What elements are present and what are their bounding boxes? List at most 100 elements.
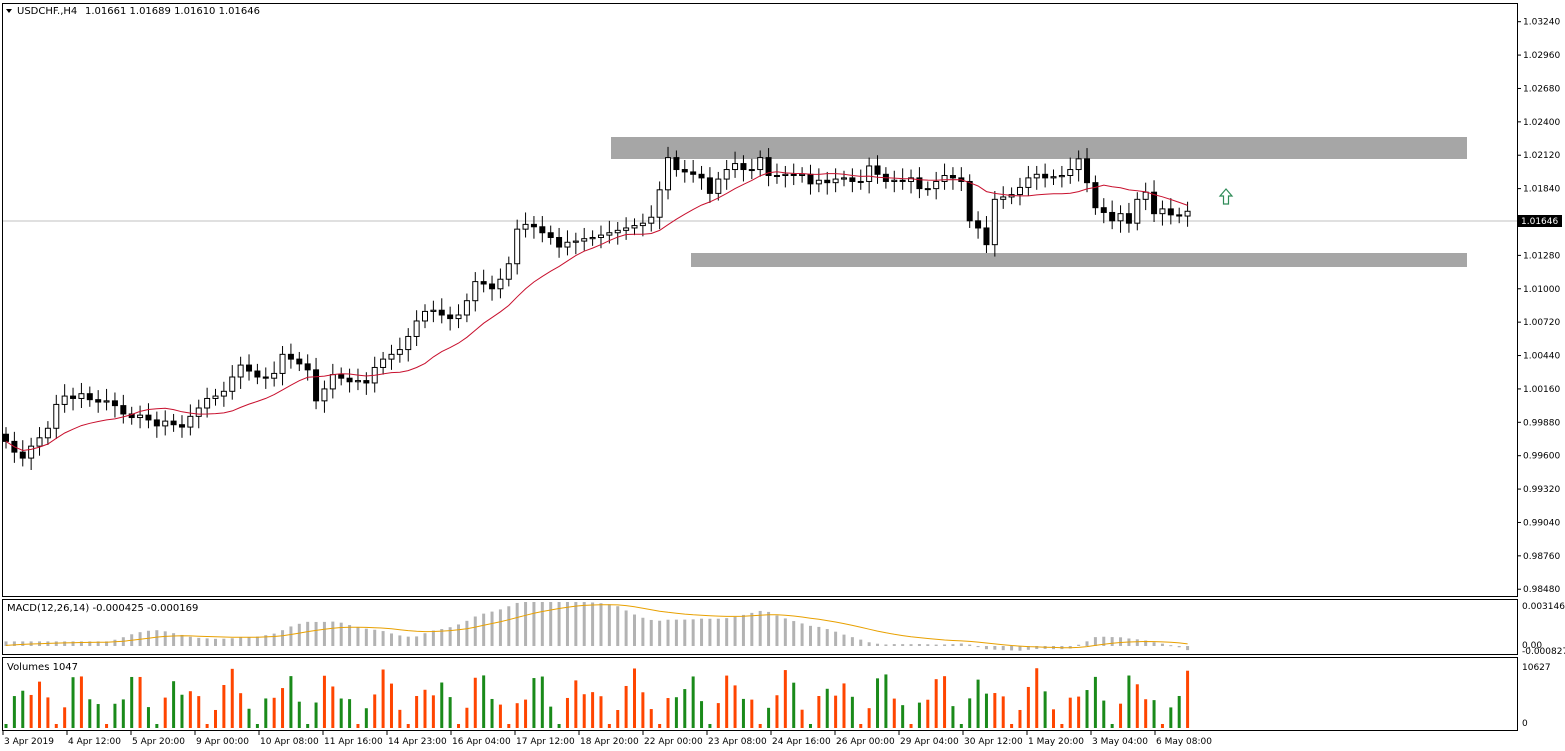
price-axis: 1.03240 1.02960 1.02680 1.02400 1.02120 1.018… (1517, 18, 1560, 595)
volume-scale-zero: 0 (1522, 719, 1528, 729)
volume-bar (121, 699, 125, 728)
time-tick-label: 9 Apr 00:00 (196, 737, 249, 747)
volume-bar (130, 676, 134, 728)
macd-scale-bottom: -0.000827 (1522, 647, 1565, 657)
macd-bar (607, 604, 611, 646)
candle (631, 218, 638, 236)
candle (1117, 205, 1124, 233)
volume-bar (188, 691, 192, 728)
volume-scale-top: 10627 (1522, 663, 1551, 673)
volume-bar (423, 689, 427, 728)
candle (447, 306, 454, 331)
macd-bar (264, 635, 268, 646)
macd-bar (398, 635, 402, 646)
volume-bar (314, 702, 318, 728)
candle (748, 158, 755, 180)
volume-bar (255, 724, 259, 728)
macd-bar (800, 623, 804, 646)
candle (514, 219, 521, 275)
macd-bar (498, 609, 502, 646)
volume-bar (934, 679, 938, 728)
candle (614, 222, 621, 245)
volume-bar (674, 697, 678, 728)
macd-bar (775, 615, 779, 646)
macd-bar (1085, 641, 1089, 646)
volume-bar (700, 701, 704, 728)
candle (606, 220, 613, 244)
candle (212, 388, 219, 406)
price-tick-label: 1.03240 (1523, 18, 1560, 28)
candle (313, 357, 320, 410)
volume-bar (540, 676, 544, 728)
candle (405, 328, 412, 362)
macd-bar (1068, 646, 1072, 649)
volume-bar (398, 709, 402, 728)
volume-bar (741, 698, 745, 728)
macd-bar (255, 636, 259, 646)
time-tick-label: 10 Apr 08:00 (260, 737, 319, 747)
macd-bar (1119, 637, 1123, 646)
candle (103, 388, 110, 411)
volume-bar (683, 689, 687, 728)
macd-bar (197, 637, 201, 646)
volume-bar (46, 697, 50, 728)
volume-bar (1186, 670, 1190, 728)
macd-bar (658, 620, 662, 646)
candle (916, 167, 923, 199)
time-tick-label: 14 Apr 23:00 (388, 737, 447, 747)
volume-bar (599, 696, 603, 728)
macd-bar (490, 611, 494, 646)
macd-bar (322, 621, 326, 646)
candle (623, 217, 630, 240)
volumes-label: Volumes 1047 (7, 662, 78, 673)
volume-bar (1085, 690, 1089, 728)
volume-bar (917, 702, 921, 728)
macd-bar (616, 606, 620, 646)
candle (1142, 182, 1149, 211)
macd-bar (708, 618, 712, 646)
candle (949, 167, 956, 190)
volume-bar (783, 670, 787, 728)
volume-bar (465, 707, 469, 728)
candle (304, 354, 311, 381)
dropdown-icon[interactable] (6, 9, 12, 13)
macd-bar (884, 644, 888, 646)
volume-bar (239, 693, 243, 728)
candle (472, 272, 479, 312)
volume-bar (616, 709, 620, 728)
candle (832, 168, 839, 193)
macd-bar (1010, 646, 1014, 651)
price-tick-label: 1.01840 (1523, 185, 1560, 195)
macd-bar (272, 633, 276, 646)
volume-bar (959, 724, 963, 728)
volume-bar (4, 724, 8, 728)
macd-bar (641, 617, 645, 646)
macd-bar (1026, 646, 1030, 650)
candle (908, 169, 915, 194)
volume-bar (247, 708, 251, 728)
macd-bar (666, 619, 670, 646)
macd-bar (247, 637, 251, 646)
macd-bar (901, 644, 905, 646)
macd-bar (281, 630, 285, 646)
candle (933, 171, 940, 200)
macd-bar (113, 639, 117, 646)
macd-bar (431, 630, 435, 646)
volume-bar (264, 698, 268, 728)
volume-bar (691, 676, 695, 728)
macd-bar (356, 627, 360, 646)
candle (782, 165, 789, 188)
volume-bar (448, 697, 452, 728)
volume-bar (29, 694, 33, 728)
candle (556, 227, 563, 258)
macd-bar (1152, 642, 1156, 646)
candle (773, 163, 780, 184)
candle (70, 387, 77, 411)
candle (1100, 198, 1107, 224)
time-tick-label: 26 Apr 00:00 (836, 737, 895, 747)
time-tick-label: 30 Apr 12:00 (964, 737, 1023, 747)
candle (329, 363, 336, 399)
macd-bar (507, 606, 511, 646)
volume-bar (834, 695, 838, 728)
macd-bar (1186, 646, 1190, 651)
